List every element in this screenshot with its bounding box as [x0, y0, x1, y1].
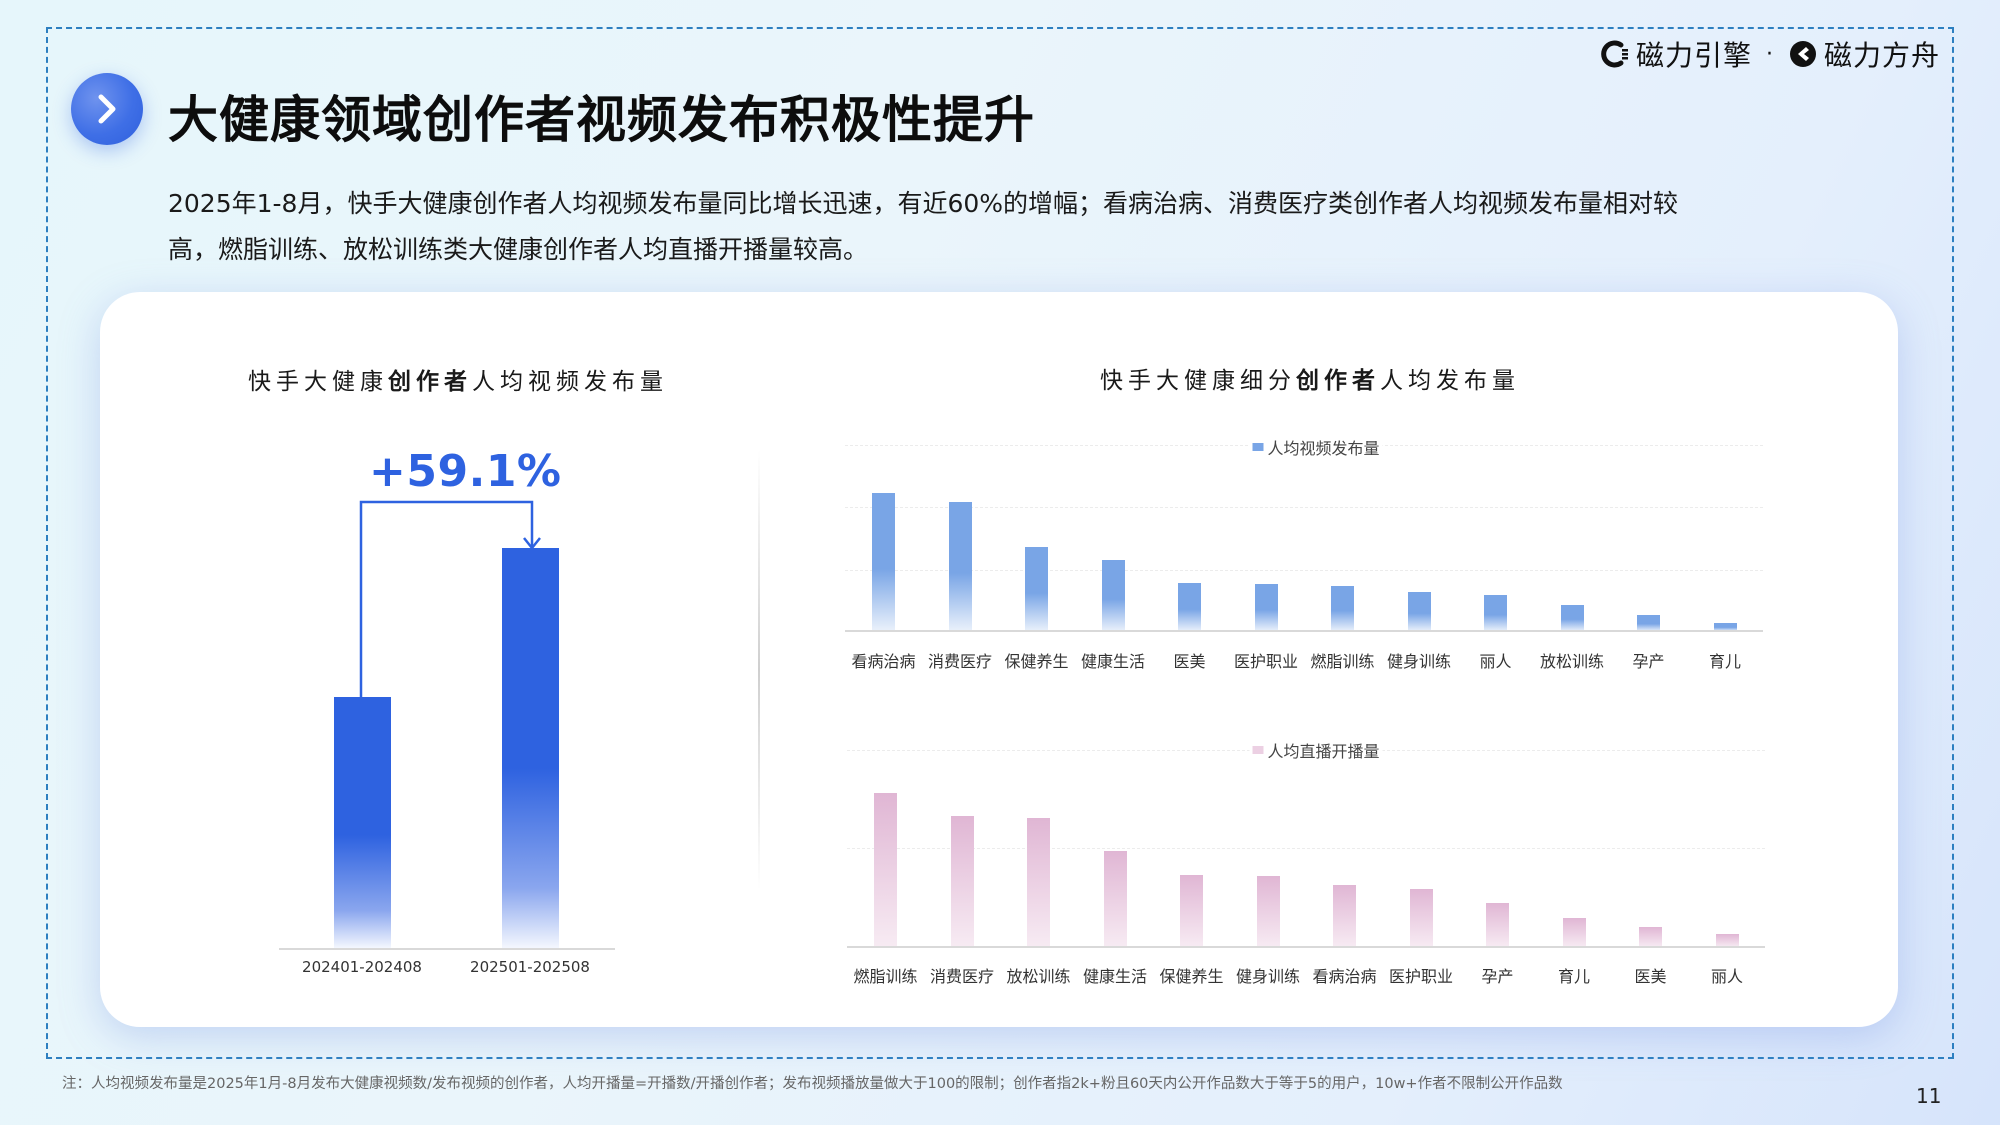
- bar: [948, 502, 972, 631]
- bar: [1256, 876, 1280, 947]
- bar-2024: [334, 697, 391, 948]
- legend-label: 人均视频发布量: [1267, 439, 1380, 458]
- left-chart-x-axis: [279, 948, 615, 950]
- x-label: 保健养生: [1004, 652, 1069, 671]
- cilifangzhou-logo-icon: [1789, 41, 1816, 67]
- x-label: 燃脂训练: [1310, 652, 1375, 671]
- legend-live: 人均直播开播量: [1249, 738, 1383, 762]
- slide-frame: [46, 27, 1954, 1059]
- x-label: 健身训练: [1386, 652, 1452, 671]
- x-label: 202501-202508: [470, 958, 590, 976]
- bar: [1333, 885, 1356, 947]
- x-label: 孕产: [1481, 967, 1514, 986]
- x-label: 医护职业: [1388, 967, 1454, 986]
- bar: [872, 493, 895, 631]
- right-chart-title-bold: 创作者: [1296, 368, 1380, 394]
- description-line-1: 2025年1-8月，快手大健康创作者人均视频发布量同比增长迅速，有近60%的增幅…: [168, 189, 1679, 218]
- chevron-right-icon: [98, 94, 116, 124]
- bar: [1486, 903, 1509, 947]
- x-label: 燃脂训练: [853, 967, 918, 986]
- x-label: 放松训练: [1539, 652, 1605, 671]
- brand1-label: 磁力引擎: [1635, 39, 1752, 72]
- bar: [1409, 889, 1433, 947]
- brand-logo: 磁力引擎 · 磁力方舟: [1600, 34, 1940, 74]
- x-label: 消费医疗: [927, 652, 993, 671]
- bar: [1715, 934, 1739, 947]
- left-chart-title: 快手大健康创作者人均视频发布量: [248, 362, 668, 396]
- bar: [1331, 586, 1354, 631]
- brand2-label: 磁力方舟: [1823, 39, 1940, 72]
- x-label: 看病治病: [851, 652, 916, 671]
- bar: [1639, 927, 1662, 947]
- right-chart-title-pre: 快手大健康细分: [1100, 368, 1296, 394]
- x-label: 丽人: [1479, 652, 1512, 671]
- x-label: 育儿: [1557, 967, 1591, 986]
- bar: [1254, 584, 1278, 631]
- x-label: 健康生活: [1080, 652, 1146, 671]
- x-label: 保健养生: [1159, 967, 1224, 986]
- bar: [1562, 918, 1586, 947]
- legend-swatch-icon: [1252, 443, 1264, 451]
- bar: [1484, 595, 1507, 631]
- chart-divider: [758, 450, 760, 890]
- bar: [1180, 875, 1203, 947]
- right-chart-title-post: 人均发布量: [1380, 368, 1520, 394]
- bar: [874, 793, 897, 947]
- legend-video: 人均视频发布量: [1249, 435, 1383, 459]
- x-label: 丽人: [1710, 967, 1744, 986]
- x-label: 放松训练: [1006, 967, 1071, 986]
- top-chart-x-axis: [845, 630, 1763, 632]
- page-number: 11: [1916, 1084, 1942, 1108]
- bar: [1101, 560, 1125, 631]
- ciliyinqing-logo-icon: [1601, 40, 1628, 68]
- x-label: 育儿: [1708, 652, 1742, 671]
- bar: [1713, 623, 1737, 631]
- left-chart-title-pre: 快手大健康: [248, 369, 388, 395]
- x-label: 消费医疗: [929, 967, 995, 986]
- left-chart-title-bold: 创作者: [388, 369, 472, 395]
- bar: [1025, 547, 1048, 631]
- brand-separator: ·: [1765, 41, 1774, 67]
- description-line-2: 高，燃脂训练、放松训练类大健康创作者人均直播开播量较高。: [168, 235, 869, 264]
- footnote: 注：人均视频发布量是2025年1月-8月发布大健康视频数/发布视频的创作者，人均…: [62, 1076, 1563, 1092]
- description: 2025年1-8月，快手大健康创作者人均视频发布量同比增长迅速，有近60%的增幅…: [168, 181, 1688, 273]
- bar-2025: [502, 548, 559, 948]
- legend-swatch-icon: [1252, 746, 1264, 754]
- gridline: [845, 507, 1763, 508]
- bar: [1560, 605, 1584, 631]
- chart-card: [100, 292, 1898, 1027]
- x-label: 202401-202408: [302, 958, 422, 976]
- growth-annotation: +59.1%: [369, 446, 562, 497]
- gridline: [845, 570, 1763, 571]
- bar: [1103, 851, 1127, 947]
- gridline: [847, 848, 1765, 849]
- bar: [1637, 615, 1660, 631]
- right-chart-title: 快手大健康细分创作者人均发布量: [1100, 361, 1520, 395]
- page-title: 大健康领域创作者视频发布积极性提升: [168, 91, 1035, 149]
- bar: [1027, 818, 1050, 947]
- bar: [1407, 592, 1431, 631]
- left-chart-title-post: 人均视频发布量: [472, 369, 668, 395]
- x-label: 孕产: [1632, 652, 1665, 671]
- x-label: 看病治病: [1312, 967, 1377, 986]
- x-label: 健康生活: [1082, 967, 1148, 986]
- bar: [1178, 583, 1201, 631]
- x-label: 医美: [1634, 967, 1667, 986]
- x-label: 健身训练: [1235, 967, 1301, 986]
- bottom-chart-x-axis: [847, 946, 1765, 948]
- x-label: 医护职业: [1233, 652, 1299, 671]
- x-label: 医美: [1173, 652, 1206, 671]
- legend-label: 人均直播开播量: [1267, 742, 1380, 761]
- title-badge: [71, 73, 143, 145]
- bar: [950, 816, 974, 947]
